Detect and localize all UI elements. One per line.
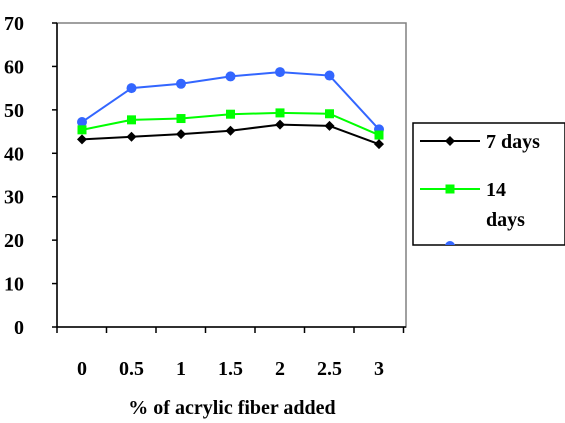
legend-row-28: 28 — [445, 241, 506, 263]
y-tick-label: 60 — [4, 56, 24, 78]
legend-box — [412, 122, 565, 246]
data-point — [275, 67, 285, 78]
legend: 7 days 14 days 28 — [412, 122, 565, 263]
x-tick-label: 2 — [275, 358, 285, 380]
y-axis: 0 10 20 30 40 50 60 70 — [4, 13, 58, 339]
data-point — [324, 70, 335, 81]
legend-marker-7-days — [445, 136, 455, 146]
x-tick-label: 3 — [374, 358, 384, 380]
legend-label-14-days: 14 days — [486, 179, 525, 231]
data-point — [225, 125, 236, 136]
y-tick-label: 0 — [14, 317, 24, 339]
y-tick-label: 40 — [4, 143, 24, 165]
x-axis: 0 0.5 1 1.5 2 2.5 3 — [56, 326, 406, 380]
x-tick-label: 1.5 — [218, 358, 243, 380]
data-point — [77, 125, 87, 135]
data-point — [226, 109, 235, 119]
plot-area — [56, 22, 407, 328]
data-point — [126, 131, 137, 142]
series-layer — [77, 67, 384, 150]
legend-label-7-days: 7 days — [486, 131, 540, 153]
data-point — [325, 109, 334, 119]
data-point — [77, 117, 87, 128]
data-point — [176, 78, 186, 89]
x-tick-label: 1 — [176, 358, 186, 380]
data-point — [275, 119, 285, 130]
x-tick-label: 0.5 — [119, 358, 144, 380]
y-tick-label: 10 — [4, 274, 24, 296]
data-point — [176, 114, 186, 124]
y-tick-label: 20 — [4, 230, 24, 252]
legend-marker-28 — [445, 241, 455, 245]
data-point — [127, 115, 136, 125]
y-tick-label: 50 — [4, 100, 24, 122]
series-7-days — [77, 119, 384, 150]
x-tick-label: 0 — [77, 358, 87, 380]
data-point — [176, 129, 186, 140]
legend-label-28: 28 — [486, 241, 506, 263]
y-tick-label: 30 — [4, 187, 24, 209]
data-point — [126, 83, 137, 94]
y-tick-label: 70 — [4, 13, 24, 35]
series-14-days — [77, 108, 384, 140]
data-point — [324, 120, 335, 131]
data-point — [77, 134, 87, 145]
data-point — [225, 71, 236, 82]
data-point — [275, 108, 285, 118]
x-axis-title: % of acrylic fiber added — [128, 397, 335, 419]
data-point — [374, 139, 384, 150]
data-point — [374, 130, 384, 140]
x-tick-label: 2.5 — [317, 358, 342, 380]
legend-marker-14-days — [445, 184, 455, 194]
